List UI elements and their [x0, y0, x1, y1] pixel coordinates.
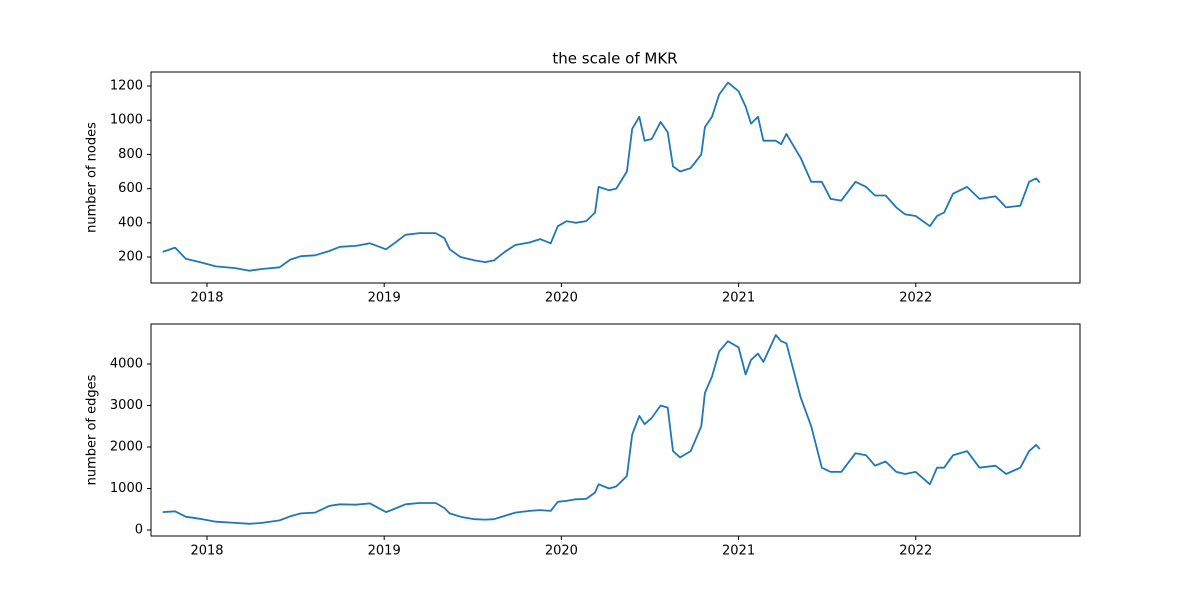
y-tick-label: 400 — [118, 215, 143, 230]
y-axis-label: number of edges — [85, 374, 100, 485]
x-tick-label: 2020 — [545, 544, 578, 559]
x-tick-label: 2021 — [722, 544, 755, 559]
x-tick-label: 2018 — [190, 544, 223, 559]
y-tick-label: 4000 — [110, 357, 143, 372]
plot-frame — [150, 71, 1081, 284]
data-line — [162, 334, 1041, 525]
y-tick-label: 0 — [135, 522, 143, 537]
x-tick-label: 2021 — [722, 291, 755, 306]
y-tick-label: 1000 — [110, 481, 143, 496]
data-line — [162, 81, 1041, 272]
y-tick-label: 1200 — [110, 79, 143, 94]
y-tick-label: 200 — [118, 250, 143, 265]
y-tick-label: 2000 — [110, 439, 143, 454]
y-axis-label: number of nodes — [85, 122, 100, 233]
plot-frame — [150, 323, 1081, 537]
x-tick-label: 2020 — [545, 291, 578, 306]
chart-title: the scale of MKR — [552, 50, 677, 68]
x-tick-label: 2022 — [899, 544, 932, 559]
y-tick-label: 1000 — [110, 113, 143, 128]
x-tick-label: 2019 — [368, 291, 401, 306]
x-tick-label: 2018 — [190, 291, 223, 306]
y-tick-label: 600 — [118, 181, 143, 196]
x-tick-label: 2019 — [368, 544, 401, 559]
y-tick-label: 800 — [118, 147, 143, 162]
y-tick-label: 3000 — [110, 398, 143, 413]
x-tick-label: 2022 — [899, 291, 932, 306]
